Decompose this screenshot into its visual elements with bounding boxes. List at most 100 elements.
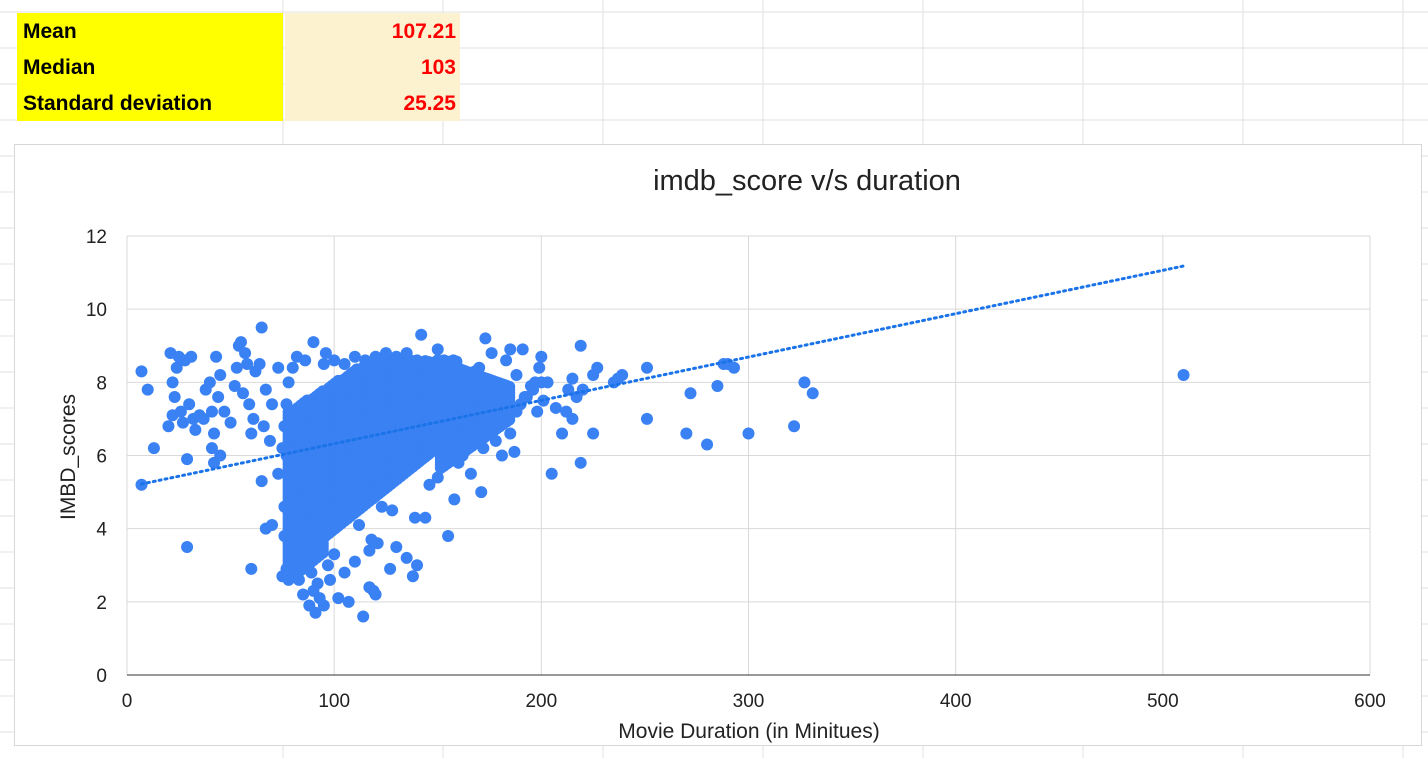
scatter-point xyxy=(384,562,397,575)
scatter-point xyxy=(278,529,291,542)
scatter-point xyxy=(328,548,341,561)
scatter-point xyxy=(141,383,154,396)
x-tick-label: 300 xyxy=(733,691,765,712)
scatter-point xyxy=(549,401,562,414)
scatter-point xyxy=(423,478,436,491)
scatter-point xyxy=(806,387,819,400)
scatter-point xyxy=(371,537,384,550)
y-tick-label: 12 xyxy=(86,227,107,248)
scatter-point xyxy=(574,339,587,352)
scatter-point xyxy=(328,354,341,367)
scatter-point xyxy=(278,500,291,513)
scatter-point xyxy=(390,405,403,418)
stat-label-mean[interactable]: Mean xyxy=(17,13,283,49)
scatter-point xyxy=(442,529,455,542)
scatter-point xyxy=(485,383,498,396)
chart-points xyxy=(135,321,1190,623)
scatter-point xyxy=(684,387,697,400)
stat-label-median[interactable]: Median xyxy=(17,49,283,85)
scatter-point xyxy=(237,387,250,400)
stat-value-std[interactable]: 25.25 xyxy=(285,85,460,121)
stat-value-mean[interactable]: 107.21 xyxy=(285,13,460,49)
y-axis-label: IMBD_scores xyxy=(57,394,80,520)
scatter-point xyxy=(284,486,297,499)
scatter-point xyxy=(591,361,604,374)
scatter-point xyxy=(311,577,324,590)
scatter-point xyxy=(398,394,411,407)
scatter-point xyxy=(421,358,434,371)
scatter-point xyxy=(419,511,432,524)
scatter-point xyxy=(431,471,444,484)
y-tick-label: 10 xyxy=(86,300,107,321)
scatter-point xyxy=(566,412,579,425)
scatter-point xyxy=(556,427,569,440)
scatter-point xyxy=(423,372,436,385)
stat-value-median[interactable]: 103 xyxy=(285,49,460,85)
scatter-point xyxy=(205,442,218,455)
scatter-point xyxy=(400,347,413,360)
stat-label-std[interactable]: Standard deviation xyxy=(17,85,283,121)
scatter-point xyxy=(181,540,194,553)
scatter-point xyxy=(135,365,148,378)
scatter-point xyxy=(460,398,473,411)
scatter-point xyxy=(197,412,210,425)
scatter-point xyxy=(483,412,496,425)
scatter-point xyxy=(348,555,361,568)
scatter-point xyxy=(280,398,293,411)
scatter-point xyxy=(508,445,521,458)
scatter-point xyxy=(328,508,341,521)
y-tick-label: 8 xyxy=(96,373,107,394)
scatter-point xyxy=(711,379,724,392)
scatter-point xyxy=(353,478,366,491)
scatter-point xyxy=(344,486,357,499)
scatter-point xyxy=(162,420,175,433)
scatter-point xyxy=(278,420,291,433)
scatter-point xyxy=(208,427,221,440)
scatter-point xyxy=(435,383,448,396)
scatter-point xyxy=(255,475,268,488)
trendline xyxy=(140,264,1186,486)
scatter-point xyxy=(616,369,629,382)
scatter-point xyxy=(205,405,218,418)
scatter-point xyxy=(448,493,461,506)
scatter-point xyxy=(359,354,372,367)
scatter-point xyxy=(390,350,403,363)
scatter-chart[interactable]: imdb_score v/s duration 0 100 200 300 400 500… xyxy=(14,144,1422,746)
scatter-point xyxy=(545,467,558,480)
scatter-point xyxy=(243,398,256,411)
scatter-point xyxy=(324,573,337,586)
scatter-point xyxy=(566,372,579,385)
chart-canvas: imdb_score v/s duration 0 100 200 300 400 500… xyxy=(57,165,1386,743)
scatter-point xyxy=(359,438,372,451)
scatter-point xyxy=(183,398,196,411)
scatter-point xyxy=(353,519,366,532)
scatter-point xyxy=(477,442,490,455)
scatter-point xyxy=(390,540,403,553)
scatter-point xyxy=(495,449,508,462)
scatter-point xyxy=(475,486,488,499)
scatter-point xyxy=(259,383,272,396)
scatter-point xyxy=(321,559,334,572)
scatter-point xyxy=(174,405,187,418)
scatter-point xyxy=(363,544,376,557)
scatter-point xyxy=(375,500,388,513)
scatter-point xyxy=(365,460,378,473)
scatter-point xyxy=(230,361,243,374)
scatter-point xyxy=(319,500,332,513)
scatter-point xyxy=(469,423,482,436)
scatter-point xyxy=(166,376,179,389)
scatter-point xyxy=(234,336,247,349)
scatter-point xyxy=(386,504,399,517)
scatter-point xyxy=(576,383,589,396)
scatter-point xyxy=(479,332,492,345)
scatter-point xyxy=(402,416,415,429)
scatter-point xyxy=(788,420,801,433)
chart-title: imdb_score v/s duration xyxy=(653,165,961,197)
scatter-point xyxy=(305,566,318,579)
scatter-point xyxy=(518,390,531,403)
scatter-point xyxy=(369,350,382,363)
scatter-point xyxy=(477,376,490,389)
y-tick-label: 6 xyxy=(96,447,107,468)
scatter-point xyxy=(680,427,693,440)
scatter-point xyxy=(419,401,432,414)
